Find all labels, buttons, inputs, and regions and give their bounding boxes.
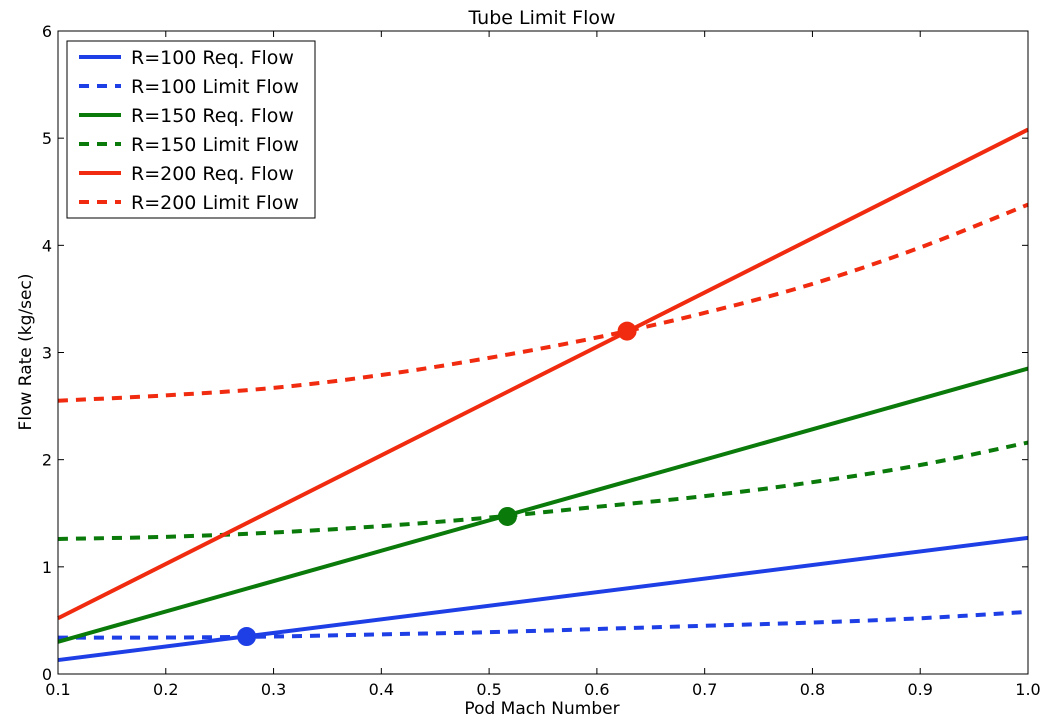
x-tick-label: 0.3 — [261, 680, 286, 699]
y-tick-label: 3 — [42, 344, 52, 363]
x-tick-label: 0.4 — [369, 680, 394, 699]
plot-frame — [57, 30, 1029, 675]
x-axis-label: Pod Mach Number — [464, 699, 619, 718]
chart-title: Tube Limit Flow — [467, 7, 615, 29]
y-tick-label: 4 — [42, 236, 52, 255]
legend-label-3: R=150 Limit Flow — [131, 134, 299, 156]
y-tick-label: 1 — [42, 558, 52, 577]
series-line-5 — [57, 202, 1029, 403]
y-tick-label: 6 — [42, 22, 52, 41]
intersection-marker-0 — [237, 626, 257, 646]
legend: R=100 Req. Flow R=100 Limit Flow R=150 Req… — [66, 40, 316, 219]
x-tick-label: 0.5 — [476, 680, 501, 699]
legend-box — [66, 40, 316, 219]
series-line-0 — [57, 535, 1029, 663]
y-tick-label: 5 — [42, 129, 52, 148]
x-tick-label: 0.1 — [45, 680, 70, 699]
x-tick-label: 0.8 — [800, 680, 825, 699]
x-tick-label: 0.9 — [907, 680, 932, 699]
y-axis-label: Flow Rate (kg/sec) — [16, 274, 36, 431]
intersection-markers — [237, 321, 637, 646]
series-line-1 — [57, 609, 1029, 640]
series-line-3 — [57, 440, 1029, 541]
axis-ticks: 0.1 0.2 0.3 0.4 0.5 0.6 0.7 0.8 0.9 1.0 0 1 2 3 4 5 6 — [42, 22, 1041, 699]
legend-label-1: R=100 Limit Flow — [131, 76, 299, 98]
legend-label-2: R=150 Req. Flow — [131, 105, 294, 127]
y-tick-label: 0 — [42, 665, 52, 684]
intersection-marker-2 — [617, 321, 637, 341]
series-line-2 — [57, 366, 1029, 644]
series-line-4 — [57, 127, 1029, 621]
legend-label-4: R=200 Req. Flow — [131, 163, 294, 185]
intersection-marker-1 — [497, 506, 517, 526]
x-tick-label: 1.0 — [1015, 680, 1040, 699]
legend-label-5: R=200 Limit Flow — [131, 192, 299, 214]
legend-label-0: R=100 Req. Flow — [131, 47, 294, 69]
x-tick-label: 0.7 — [692, 680, 717, 699]
series-layer — [57, 127, 1029, 663]
x-tick-label: 0.6 — [584, 680, 609, 699]
y-tick-label: 2 — [42, 451, 52, 470]
x-tick-label: 0.2 — [153, 680, 178, 699]
